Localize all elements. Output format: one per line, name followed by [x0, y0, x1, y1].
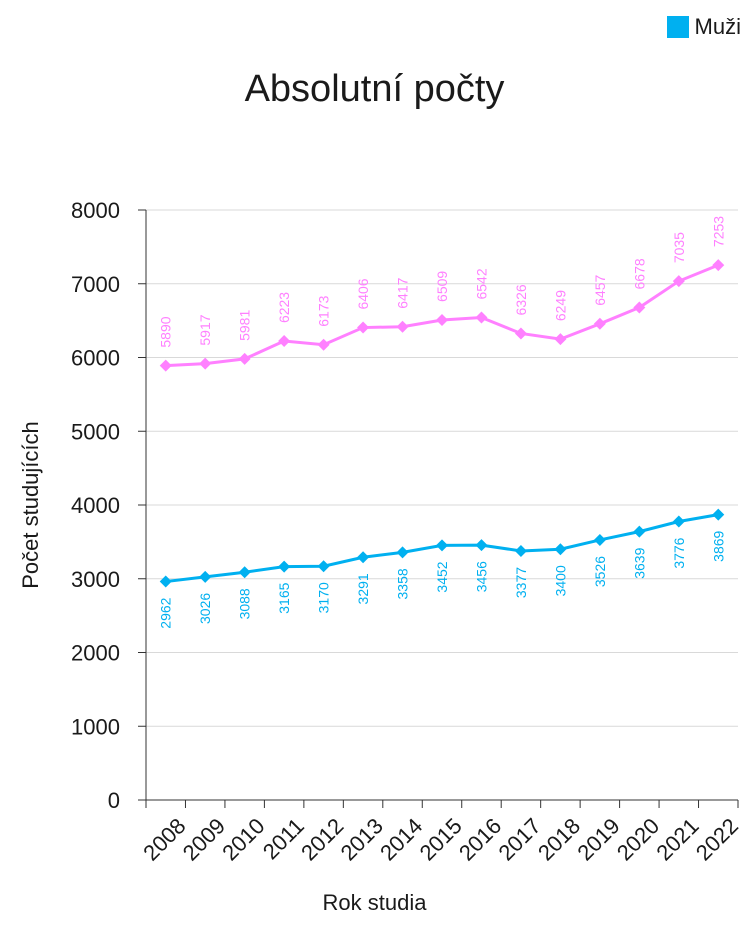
data-label: 3776	[671, 537, 687, 568]
x-tick-label: 2011	[258, 813, 309, 864]
data-point	[633, 525, 646, 538]
y-tick-label: 7000	[71, 272, 120, 297]
data-point	[278, 560, 291, 573]
data-label: 6249	[552, 290, 568, 321]
data-point	[672, 515, 685, 528]
data-label: 2962	[158, 597, 174, 628]
data-point	[159, 575, 172, 588]
data-label: 6417	[395, 277, 411, 308]
x-tick-label: 2008	[138, 813, 190, 865]
data-point	[672, 275, 685, 288]
data-label: 3165	[276, 582, 292, 613]
x-tick-label: 2015	[415, 813, 467, 865]
y-tick-label: 4000	[71, 493, 120, 518]
data-label: 3639	[631, 547, 647, 578]
data-label: 6326	[513, 284, 529, 315]
y-tick-label: 5000	[71, 419, 120, 444]
data-point	[199, 357, 212, 370]
data-label: 3456	[473, 561, 489, 592]
data-label: 3358	[395, 568, 411, 599]
data-label: 5890	[158, 316, 174, 347]
data-label: 6223	[276, 292, 292, 323]
data-label: 3526	[592, 556, 608, 587]
data-label: 6678	[631, 258, 647, 289]
y-axis-label: Počet studujících	[18, 421, 43, 589]
data-label: 3170	[316, 582, 332, 613]
data-label: 6406	[355, 278, 371, 309]
data-label: 6542	[473, 268, 489, 299]
data-label: 5917	[197, 314, 213, 345]
data-label: 3400	[552, 565, 568, 596]
y-tick-label: 0	[108, 788, 120, 813]
x-tick-label: 2020	[612, 813, 664, 865]
data-point	[199, 570, 212, 583]
chart-title: Absolutní počty	[244, 68, 505, 110]
data-point	[396, 546, 409, 559]
data-label: 3377	[513, 567, 529, 598]
data-point	[554, 333, 567, 346]
data-point	[396, 320, 409, 333]
data-label: 3026	[197, 593, 213, 624]
y-tick-label: 6000	[71, 346, 120, 371]
y-tick-label: 3000	[71, 567, 120, 592]
data-point	[357, 321, 370, 334]
data-point	[317, 338, 330, 351]
x-tick-label: 2017	[493, 813, 545, 865]
x-tick-label: 2010	[217, 813, 269, 865]
data-point	[514, 544, 527, 557]
y-tick-label: 2000	[71, 641, 120, 666]
data-label: 3088	[237, 588, 253, 619]
x-tick-label: 2014	[375, 813, 427, 865]
legend: Muži	[666, 14, 741, 40]
data-point	[159, 359, 172, 372]
data-point	[317, 560, 330, 573]
data-label: 7035	[671, 232, 687, 263]
data-point	[357, 551, 370, 564]
data-point	[278, 335, 291, 348]
legend-swatch-muzi	[666, 16, 689, 38]
data-point	[436, 539, 448, 552]
data-label: 3452	[434, 561, 450, 592]
data-label: 6509	[434, 271, 450, 302]
y-tick-label: 8000	[71, 198, 120, 223]
x-tick-label: 2013	[336, 813, 388, 865]
data-point	[593, 317, 606, 330]
data-point	[475, 311, 488, 324]
x-tick-label: 2018	[533, 813, 585, 865]
legend-label-muzi: Muži	[694, 14, 741, 39]
x-axis-label: Rok studia	[322, 890, 427, 915]
data-point	[712, 259, 725, 272]
data-label: 5981	[237, 310, 253, 341]
y-tick-label: 1000	[71, 714, 120, 739]
x-tick-label: 2021	[651, 813, 703, 865]
data-point	[712, 508, 725, 521]
data-label: 6457	[592, 274, 608, 305]
data-point	[238, 352, 251, 365]
x-tick-label: 2012	[296, 813, 348, 865]
data-point	[554, 543, 567, 556]
data-point	[514, 327, 527, 340]
x-tick-label: 2022	[691, 813, 743, 865]
data-point	[633, 301, 646, 314]
x-tick-label: 2016	[454, 813, 506, 865]
data-point	[593, 533, 606, 546]
data-label: 3869	[710, 530, 726, 561]
data-label: 6173	[316, 295, 332, 326]
x-tick-label: 2009	[178, 813, 230, 865]
data-point	[238, 566, 251, 579]
data-label: 3291	[355, 573, 371, 604]
data-point	[475, 539, 488, 552]
x-tick-label: 2019	[572, 813, 624, 865]
data-label: 7253	[710, 216, 726, 247]
data-point	[436, 313, 448, 326]
